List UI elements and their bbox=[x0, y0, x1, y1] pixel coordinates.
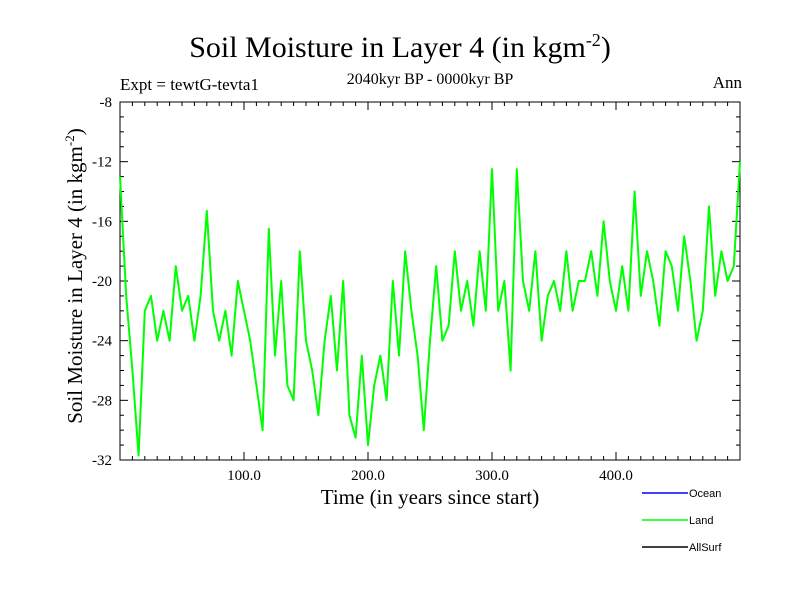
period-label: 2040kyr BP - 0000kyr BP bbox=[346, 71, 514, 88]
legend-label-land: Land bbox=[689, 515, 713, 527]
series-line-land bbox=[119, 161, 741, 457]
y-tick-label: -28 bbox=[92, 393, 112, 409]
x-tick-label: 100.0 bbox=[227, 468, 261, 484]
y-tick-label: -24 bbox=[92, 334, 112, 350]
plot-frame bbox=[119, 101, 741, 461]
legend-label-ocean: Ocean bbox=[689, 488, 721, 500]
y-tick-label: -12 bbox=[92, 155, 112, 171]
chart-title: Soil Moisture in Layer 4 (in kgm-2) bbox=[189, 30, 611, 64]
experiment-label: Expt = tewtG-tevta1 bbox=[120, 75, 259, 94]
y-tick-label: -8 bbox=[100, 95, 113, 111]
x-tick-label: 300.0 bbox=[475, 468, 509, 484]
x-tick-label: 200.0 bbox=[351, 468, 385, 484]
y-tick-label: -16 bbox=[92, 214, 112, 230]
y-tick-label: -32 bbox=[92, 453, 112, 469]
y-tick-label: -20 bbox=[92, 274, 112, 290]
season-label: Ann bbox=[712, 73, 742, 92]
title-exponent: -2 bbox=[585, 30, 601, 50]
x-axis-label: Time (in years since start) bbox=[320, 485, 540, 509]
x-tick-label: 400.0 bbox=[599, 468, 633, 484]
legend-label-allsurf: AllSurf bbox=[689, 542, 722, 554]
